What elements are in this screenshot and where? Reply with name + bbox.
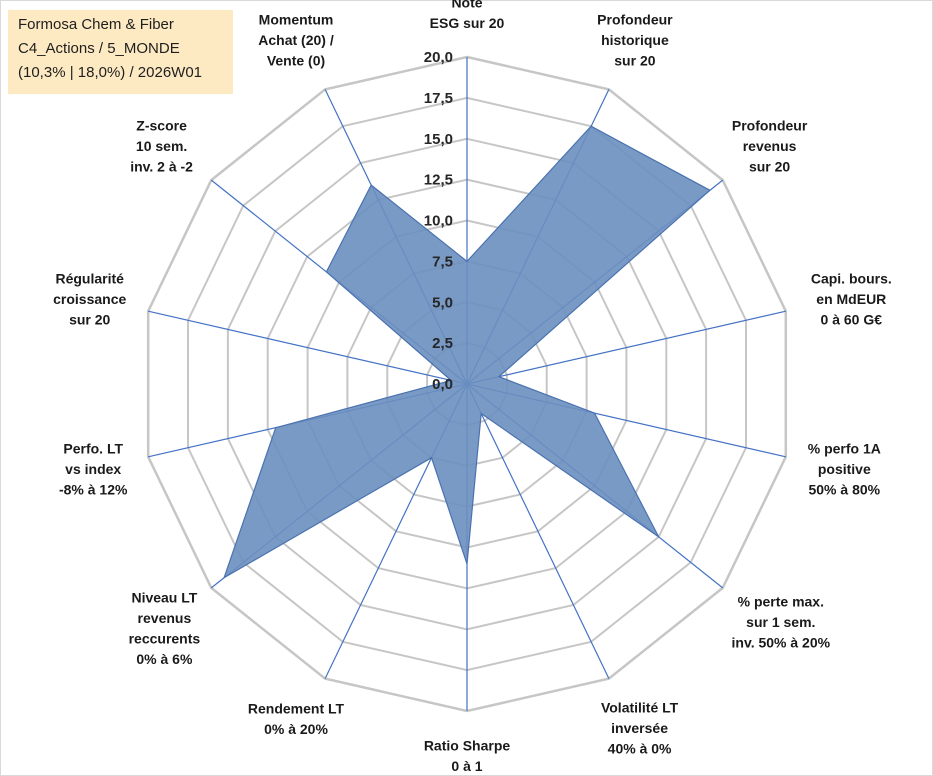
axis-label-line: Momentum bbox=[259, 12, 334, 28]
axis-label-line: inversée bbox=[611, 720, 668, 736]
axis-label-line: Rendement LT bbox=[248, 701, 345, 717]
tick-label: 10,0 bbox=[424, 213, 453, 230]
axis-spoke bbox=[466, 310, 786, 385]
axis-label-line: Volatilité LT bbox=[601, 699, 679, 715]
axis-label: Perfo. LT vs index -8% à 12% bbox=[59, 440, 128, 497]
axis-label-line: sur 20 bbox=[69, 312, 110, 328]
axis-label-line: Régularité bbox=[55, 271, 124, 287]
axis-label: Rendement LT 0% à 20% bbox=[248, 701, 345, 738]
axis-label-line: vs index bbox=[65, 461, 121, 477]
axis-label-line: reccurents bbox=[129, 631, 201, 647]
axis-label-line: revenus bbox=[138, 610, 192, 626]
axis-label-line: positive bbox=[818, 461, 871, 477]
axis-label-line: Profondeur bbox=[597, 12, 673, 28]
axis-label-line: % perte max. bbox=[738, 594, 824, 610]
tick-label: 12,5 bbox=[424, 172, 453, 189]
axis-label-line: 0% à 20% bbox=[264, 721, 328, 737]
axis-label-line: Perfo. LT bbox=[63, 440, 123, 456]
axis-label-line: historique bbox=[601, 32, 669, 48]
axis-label: Niveau LT revenus reccurents 0% à 6% bbox=[129, 590, 201, 668]
axis-label-line: Achat (20) / bbox=[258, 32, 334, 48]
axis-label-line: croissance bbox=[53, 291, 126, 307]
axis-label-line: Vente (0) bbox=[267, 53, 325, 69]
axis-label: Régularité croissance sur 20 bbox=[53, 271, 126, 328]
tick-label: 15,0 bbox=[424, 131, 453, 148]
axis-label-line: revenus bbox=[743, 138, 797, 154]
axis-label-line: Capi. bours. bbox=[811, 271, 892, 287]
axis-label: % perte max. sur 1 sem. inv. 50% à 20% bbox=[732, 594, 831, 651]
axis-label-line: Ratio Sharpe bbox=[424, 737, 511, 753]
axis-label-line: Niveau LT bbox=[131, 590, 197, 606]
axis-label: Momentum Achat (20) / Vente (0) bbox=[258, 12, 334, 69]
axis-label-line: inv. 50% à 20% bbox=[732, 635, 831, 651]
axis-label-line: -8% à 12% bbox=[59, 481, 128, 497]
tick-label: 5,0 bbox=[432, 294, 453, 311]
axis-label: Z-score 10 sem. inv. 2 à -2 bbox=[130, 118, 193, 175]
axis-spoke bbox=[148, 310, 468, 385]
axis-label-line: Profondeur bbox=[732, 118, 808, 134]
title-stats: (10,3% | 18,0%) / 2026W01 bbox=[18, 64, 202, 81]
axis-label-line: ESG sur 20 bbox=[430, 15, 505, 31]
axis-label: Volatilité LT inversée 40% à 0% bbox=[601, 699, 679, 756]
axis-labels: Note ESG sur 20 Profondeur historique sur 20… bbox=[53, 0, 892, 774]
axis-label-line: sur 1 sem. bbox=[746, 614, 815, 630]
tick-label: 0,0 bbox=[432, 376, 453, 393]
axis-label-line: 0 à 1 bbox=[451, 758, 482, 774]
axis-label-line: % perfo 1A bbox=[808, 440, 881, 456]
axis-label-line: 50% à 80% bbox=[808, 481, 880, 497]
axis-label-line: sur 20 bbox=[749, 159, 790, 175]
title-category: C4_Actions / 5_MONDE bbox=[18, 40, 180, 57]
title-box: Formosa Chem & Fiber C4_Actions / 5_MOND… bbox=[8, 10, 233, 94]
axis-label: Capi. bours. en MdEUR 0 à 60 G€ bbox=[811, 271, 892, 328]
axis-label-line: Z-score bbox=[136, 118, 187, 134]
axis-spoke bbox=[466, 383, 610, 679]
tick-label: 17,5 bbox=[424, 90, 453, 107]
radar-series bbox=[223, 125, 711, 580]
axis-label: % perfo 1A positive 50% à 80% bbox=[808, 440, 881, 497]
axis-label-line: en MdEUR bbox=[816, 291, 886, 307]
axis-label-line: 0 à 60 G€ bbox=[821, 312, 883, 328]
tick-label: 20,0 bbox=[424, 49, 453, 66]
axis-label-line: 10 sem. bbox=[136, 138, 187, 154]
radial-tick-labels: 0,0 2,5 5,0 7,5 10,0 12,5 15,0 17,5 20,0 bbox=[424, 49, 453, 393]
tick-label: 7,5 bbox=[432, 253, 453, 270]
axis-label: Profondeur revenus sur 20 bbox=[732, 118, 808, 175]
axis-label: Note ESG sur 20 bbox=[430, 0, 505, 31]
tick-label: 2,5 bbox=[432, 335, 453, 352]
axis-label-line: Note bbox=[451, 0, 482, 10]
title-company: Formosa Chem & Fiber bbox=[18, 16, 174, 33]
axis-label-line: 40% à 0% bbox=[608, 740, 672, 756]
axis-label-line: 0% à 6% bbox=[136, 651, 193, 667]
axis-label: Ratio Sharpe 0 à 1 bbox=[424, 737, 511, 774]
axis-label-line: inv. 2 à -2 bbox=[130, 159, 193, 175]
axis-label: Profondeur historique sur 20 bbox=[597, 12, 673, 69]
axis-label-line: sur 20 bbox=[614, 53, 655, 69]
